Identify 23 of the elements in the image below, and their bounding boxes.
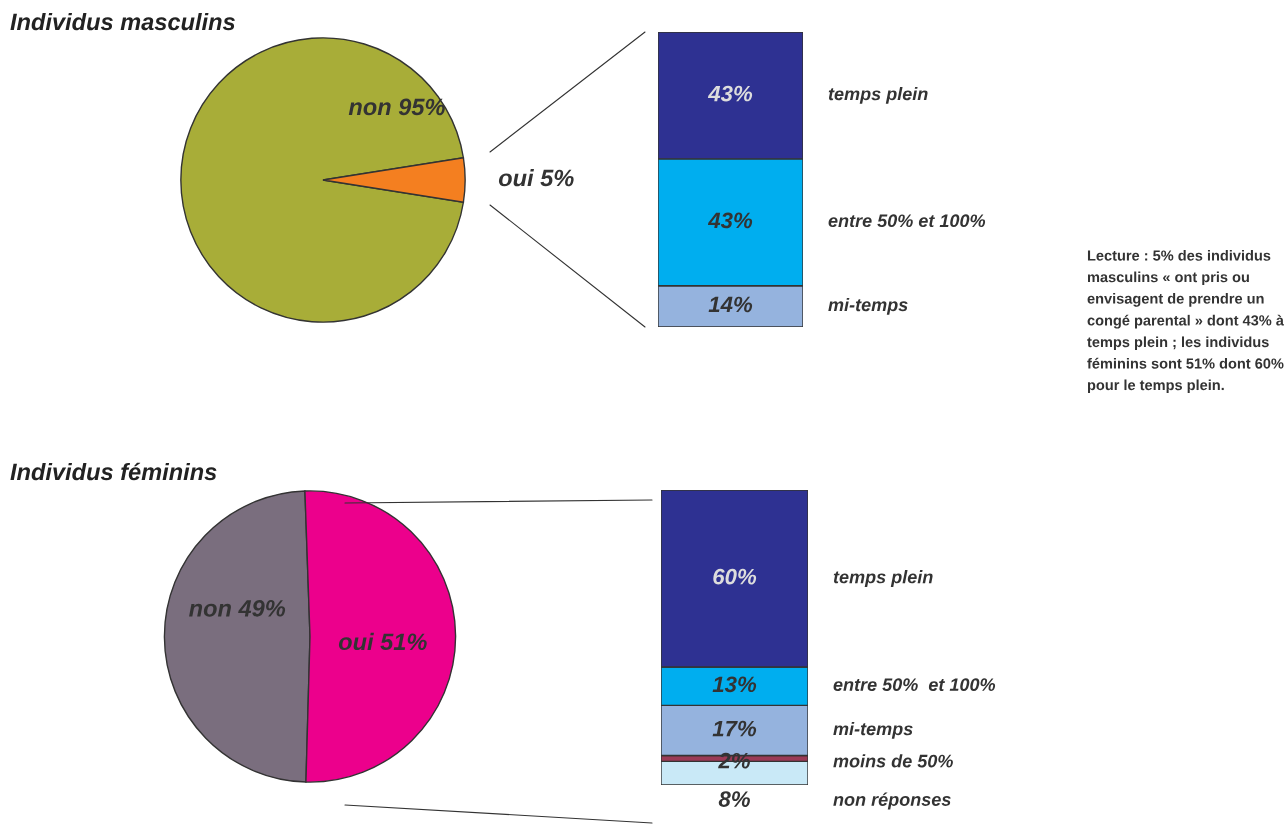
series-label: moins de 50% [833, 754, 953, 768]
series-label: mi-temps [828, 297, 908, 315]
pie-slice [180, 37, 465, 323]
data-label: 60% [713, 568, 757, 585]
series-label: entre 50% et 100% [828, 214, 986, 228]
data-label: 14% [708, 296, 753, 313]
data-label: 43% [707, 212, 753, 229]
series-label: mi-temps [833, 722, 913, 739]
text: Lecture : 5% des individus masculins « ont pris ou envisagent de prendre un congé parental » dont 43% à temps plein ; les individus féminins sont 51% dont 60% pour le temps plein. [1087, 250, 1284, 394]
chart-title: Individus féminins [10, 462, 217, 481]
slice-label: oui 5% [498, 169, 574, 187]
slice-label: non 49% [189, 599, 286, 617]
series-label: temps plein [828, 87, 928, 104]
data-label: 17% [712, 720, 757, 737]
slice-label: oui 51% [338, 632, 427, 651]
slice-label: non 95% [348, 98, 445, 116]
data-label: 43% [707, 85, 753, 102]
series-label: non réponses [833, 792, 951, 810]
chart-title: Individus masculins [10, 12, 235, 31]
series-label: temps plein [833, 570, 933, 587]
series-label: entre 50% et 100% [833, 678, 996, 692]
data-label: 13% [712, 676, 757, 693]
data-label: 8% [718, 791, 750, 807]
